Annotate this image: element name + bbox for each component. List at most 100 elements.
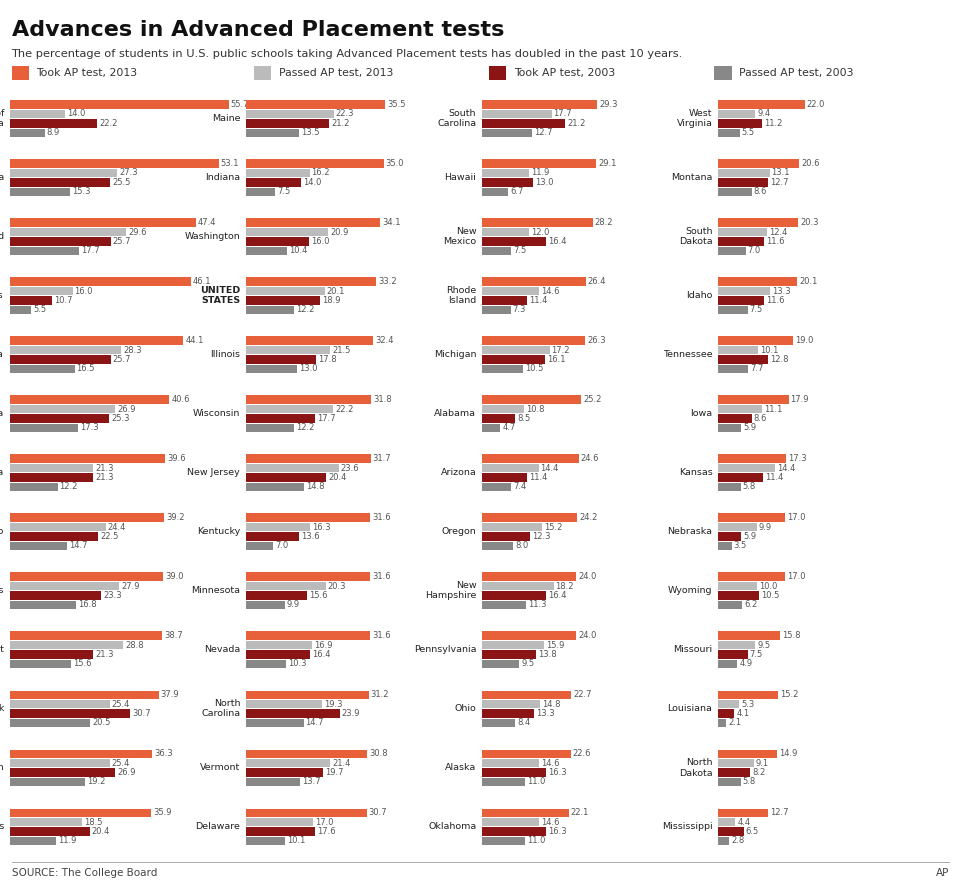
Bar (718, 700, 739, 708)
Text: 21.3: 21.3 (95, 650, 114, 659)
Text: 22.5: 22.5 (100, 532, 119, 541)
Text: 17.0: 17.0 (315, 818, 333, 827)
Text: 5.5: 5.5 (741, 128, 755, 137)
Text: 9.9: 9.9 (759, 523, 772, 532)
Bar (10, 227, 126, 236)
Bar (246, 277, 377, 285)
Text: 22.0: 22.0 (807, 100, 825, 109)
Bar (481, 101, 597, 109)
Text: 12.3: 12.3 (532, 532, 550, 541)
Text: 27.3: 27.3 (119, 169, 138, 178)
Text: 11.0: 11.0 (527, 778, 546, 787)
Bar (718, 227, 767, 236)
Text: AP: AP (936, 868, 949, 878)
Text: New
Mexico: New Mexico (443, 227, 477, 246)
Text: Nevada: Nevada (204, 645, 240, 655)
Bar (246, 523, 310, 531)
Bar (10, 778, 85, 786)
Text: 25.4: 25.4 (111, 699, 129, 708)
Bar (10, 287, 73, 295)
Text: 10.8: 10.8 (526, 405, 545, 414)
Bar (718, 828, 743, 836)
Bar (718, 541, 732, 550)
Text: 46.1: 46.1 (193, 277, 212, 286)
Text: 5.8: 5.8 (743, 483, 756, 491)
Text: Florida: Florida (0, 173, 4, 182)
Bar (718, 709, 735, 718)
Text: 21.2: 21.2 (568, 119, 586, 128)
Bar (10, 768, 115, 777)
Bar (481, 759, 539, 767)
Text: 31.8: 31.8 (373, 395, 391, 404)
Bar (10, 818, 82, 826)
Text: 12.7: 12.7 (770, 808, 788, 817)
Text: 26.9: 26.9 (117, 405, 136, 414)
Text: 29.3: 29.3 (599, 100, 618, 109)
Bar (481, 632, 576, 640)
Bar (718, 101, 805, 109)
Bar (246, 514, 370, 522)
Text: 22.2: 22.2 (99, 119, 117, 128)
Bar (246, 110, 334, 118)
Text: 12.0: 12.0 (531, 227, 550, 236)
Text: 22.1: 22.1 (571, 808, 589, 817)
Text: 14.0: 14.0 (303, 178, 321, 187)
Text: 8.0: 8.0 (515, 541, 528, 550)
Bar (246, 365, 297, 373)
Bar (718, 346, 758, 354)
Bar (481, 405, 525, 413)
Text: 21.5: 21.5 (333, 345, 351, 354)
Text: 16.0: 16.0 (75, 286, 93, 295)
Text: 16.2: 16.2 (312, 169, 330, 178)
Text: 28.8: 28.8 (125, 640, 144, 649)
Bar (481, 160, 596, 168)
Bar (10, 454, 166, 463)
Bar (246, 660, 287, 668)
Bar (481, 641, 545, 649)
Bar (246, 759, 330, 767)
Bar (481, 424, 501, 432)
Text: 10.5: 10.5 (761, 591, 780, 600)
Bar (246, 582, 326, 591)
Bar (481, 483, 511, 491)
Bar (481, 828, 546, 836)
Text: 14.4: 14.4 (541, 464, 559, 473)
Text: 7.0: 7.0 (275, 541, 289, 550)
Text: 21.3: 21.3 (95, 473, 114, 482)
Text: 26.9: 26.9 (117, 768, 136, 777)
Bar (10, 128, 45, 137)
Text: 30.7: 30.7 (368, 808, 387, 817)
Bar (246, 700, 321, 708)
Bar (481, 178, 533, 186)
Bar (718, 424, 741, 432)
Bar (246, 650, 311, 658)
Bar (246, 591, 307, 599)
Bar (246, 454, 370, 463)
Text: 25.7: 25.7 (113, 355, 131, 364)
Bar (718, 110, 755, 118)
Bar (481, 650, 536, 658)
Text: 17.7: 17.7 (553, 110, 573, 119)
Bar (246, 120, 329, 128)
Text: Maryland: Maryland (0, 232, 4, 241)
Text: 11.4: 11.4 (528, 296, 548, 305)
Bar (718, 582, 758, 591)
Bar (481, 690, 572, 698)
Text: 12.7: 12.7 (770, 178, 788, 187)
Text: 17.7: 17.7 (82, 246, 100, 255)
Text: 31.7: 31.7 (372, 454, 391, 463)
Bar (10, 514, 164, 522)
Bar (481, 227, 529, 236)
Text: 20.1: 20.1 (327, 286, 345, 295)
Text: 2.8: 2.8 (731, 837, 744, 846)
Text: 4.4: 4.4 (737, 818, 751, 827)
Text: 7.5: 7.5 (750, 305, 762, 314)
Text: Utah: Utah (0, 764, 4, 772)
Text: 7.3: 7.3 (513, 305, 526, 314)
Bar (10, 395, 170, 404)
Text: 38.7: 38.7 (164, 632, 182, 640)
Bar (10, 541, 67, 550)
Text: 6.7: 6.7 (510, 187, 524, 196)
Bar (10, 169, 117, 178)
Bar (481, 169, 528, 178)
